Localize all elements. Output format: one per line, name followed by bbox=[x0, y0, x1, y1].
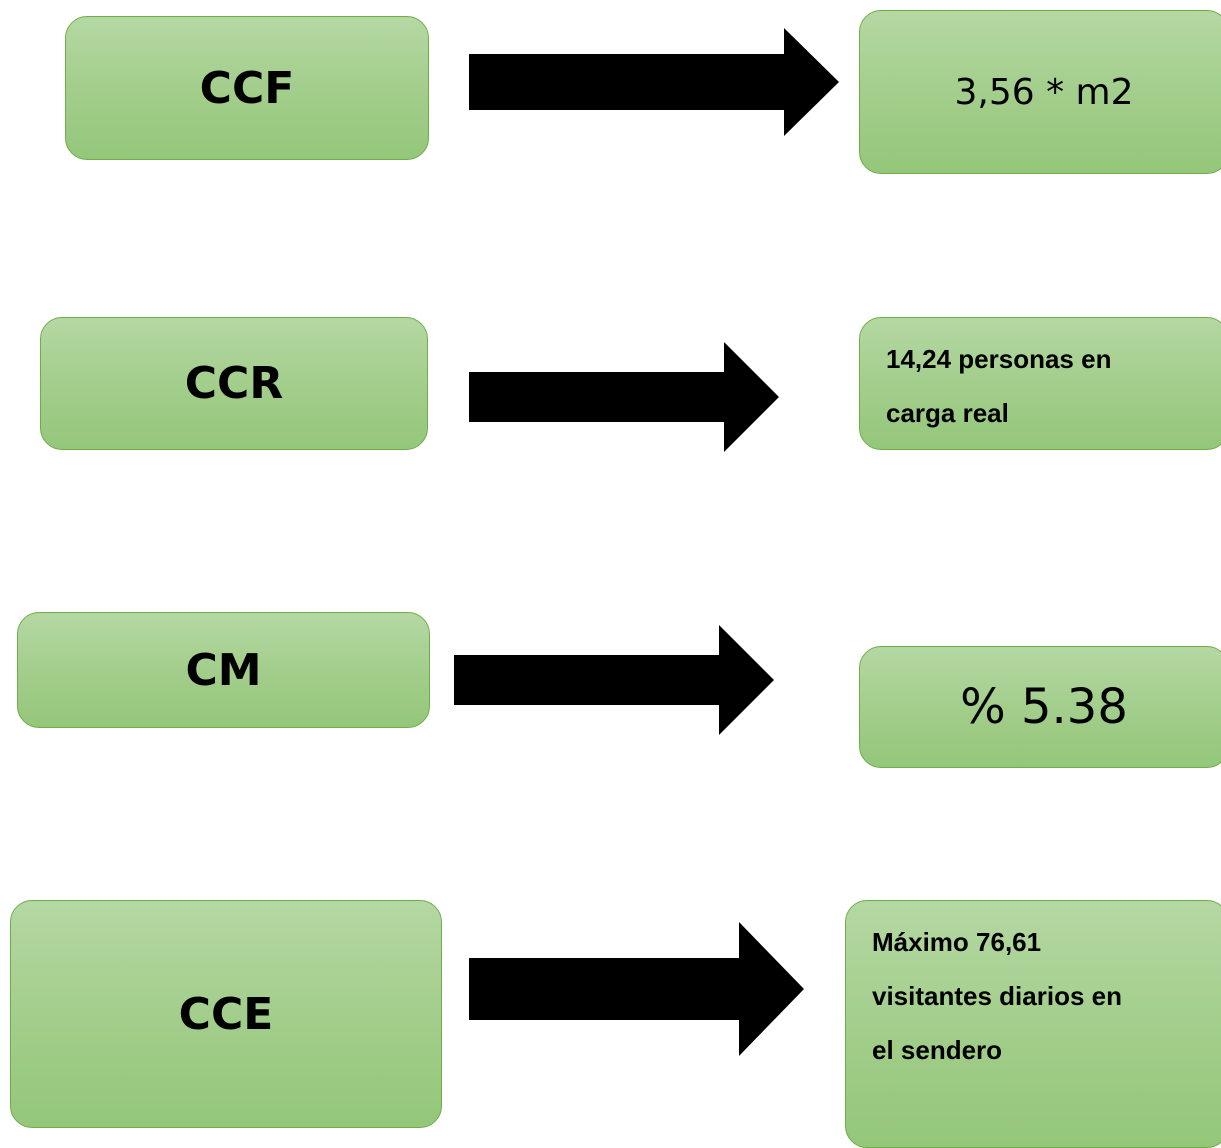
cce-value-box: Máximo 76,61 visitantes diarios en el se… bbox=[845, 900, 1221, 1148]
right-arrow-icon bbox=[454, 625, 774, 735]
cm-value: % 5.38 bbox=[960, 679, 1128, 735]
cce-label: CCE bbox=[178, 988, 274, 1040]
ccf-label-box: CCF bbox=[65, 16, 429, 160]
cm-value-box: % 5.38 bbox=[859, 646, 1221, 768]
ccr-label: CCR bbox=[184, 358, 284, 409]
ccf-value-box: 3,56 * m2 bbox=[859, 10, 1221, 174]
cm-label-box: CM bbox=[17, 612, 430, 728]
ccr-value: 14,24 personas en carga real bbox=[886, 344, 1112, 428]
right-arrow-icon bbox=[469, 28, 839, 136]
ccr-value-box: 14,24 personas en carga real bbox=[859, 317, 1221, 450]
right-arrow-icon bbox=[469, 342, 779, 452]
ccf-value: 3,56 * m2 bbox=[954, 71, 1134, 113]
ccf-label: CCF bbox=[199, 62, 295, 114]
right-arrow-icon bbox=[469, 922, 804, 1056]
cce-label-box: CCE bbox=[10, 900, 442, 1128]
cm-label: CM bbox=[185, 644, 262, 696]
ccr-label-box: CCR bbox=[40, 317, 428, 450]
cce-value: Máximo 76,61 visitantes diarios en el se… bbox=[872, 927, 1122, 1065]
